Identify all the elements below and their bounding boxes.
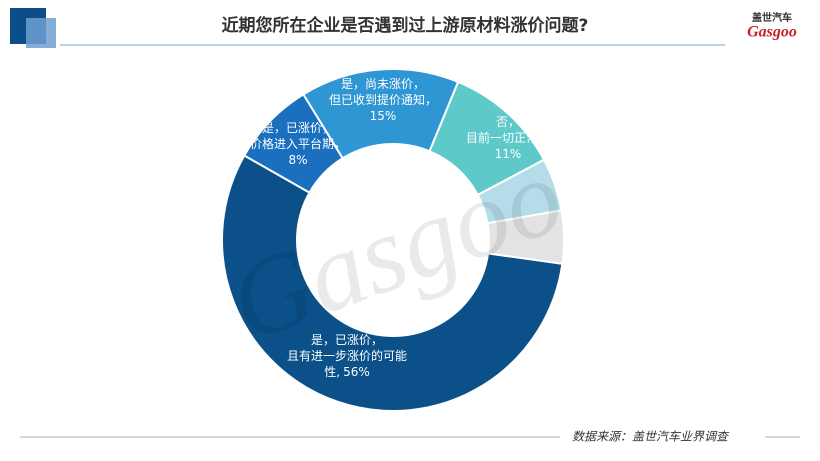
logo-cn: 盖世汽车 [752,11,792,24]
label-line: 性, [324,365,340,379]
label-line: 价格进入平台期， [250,136,346,151]
label-line: 是，尚未涨价， [341,76,425,91]
segment-label: 是，已涨价，价格进入平台期， 8% [250,120,346,167]
label-line: 是，已涨价， [311,332,383,347]
value-label: 11% [495,147,522,161]
label-line: 但已收到提价通知， [329,92,437,107]
value-label: 15% [370,109,397,123]
value-label: 8% [288,153,307,167]
title: 近期您所在企业是否遇到过上游原材料涨价问题? [222,15,589,36]
segment-label: 是，已涨价，且有进一步涨价的可能性, 56% [287,332,407,379]
segment-label: 否，目前一切正常， 11% [466,115,550,161]
donut: 是，已涨价，且有进一步涨价的可能性, 56%是，已涨价，价格进入平台期， 8%是，尚… [221,68,565,412]
value-label: 56% [343,365,370,379]
segment-label: 是，尚未涨价，但已收到提价通知， 15% [329,76,437,123]
label-line: 且有进一步涨价的可能 [287,348,407,363]
header-square [26,18,56,48]
label-line: 是，已涨价， [262,120,334,135]
label-line: 否， [496,115,520,129]
donut-segment [486,209,565,265]
logo-brand: Gasgoo [747,24,797,41]
label-line: 目前一切正常， [466,130,550,145]
donut-segment [221,154,564,412]
source: 数据来源：盖世汽车业界调查 [572,430,730,444]
